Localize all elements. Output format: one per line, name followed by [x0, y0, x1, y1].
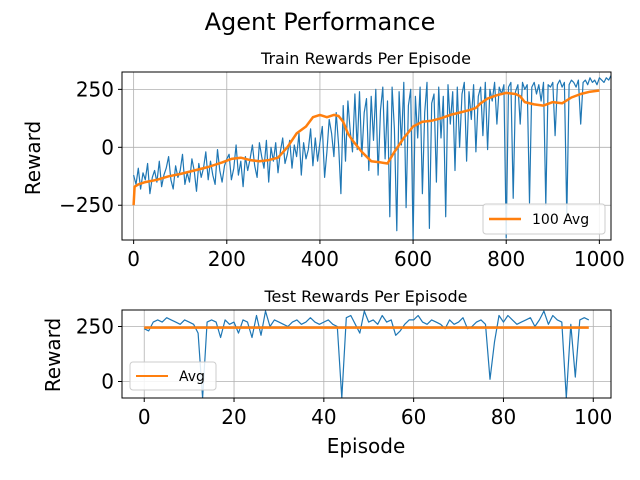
- test-x-tick-label: 60: [401, 405, 426, 429]
- test-panel: Test Rewards Per Episode Reward Episode …: [41, 287, 612, 458]
- train-panel: Train Rewards Per Episode Reward 0 200 400…: [21, 49, 625, 271]
- train-raw-reward-line: [133, 75, 611, 240]
- train-legend-label: 100 Avg: [532, 212, 589, 228]
- train-x-tick-label: 600: [394, 247, 432, 271]
- train-y-tick-label: 250: [76, 77, 114, 101]
- test-plot-frame: [121, 309, 612, 399]
- test-x-tick-label: 0: [138, 405, 151, 429]
- test-x-tick-label: 40: [311, 405, 336, 429]
- train-x-tick-label: 800: [487, 247, 525, 271]
- train-y-tick-label: 0: [101, 135, 114, 159]
- test-x-tick-label: 20: [221, 405, 246, 429]
- test-legend: Avg: [129, 361, 217, 391]
- train-y-tick-label: −250: [59, 193, 114, 217]
- test-x-tick-label: 80: [491, 405, 516, 429]
- train-ticks: 0 200 400 600 800 1000 250 0 −250: [59, 77, 625, 271]
- test-x-axis-label: Episode: [327, 434, 406, 458]
- test-chart-title: Test Rewards Per Episode: [263, 287, 467, 306]
- train-chart-title: Train Rewards Per Episode: [260, 49, 471, 68]
- train-x-tick-label: 1000: [574, 247, 625, 271]
- test-y-tick-label: 0: [101, 370, 114, 394]
- train-x-tick-label: 400: [301, 247, 339, 271]
- test-x-tick-label: 100: [574, 405, 612, 429]
- train-x-tick-label: 0: [127, 247, 140, 271]
- test-series: [143, 310, 590, 398]
- test-legend-label: Avg: [179, 369, 205, 385]
- train-plot-frame: [121, 71, 612, 241]
- test-legend-box: [129, 361, 217, 391]
- test-y-axis-label: Reward: [41, 318, 65, 392]
- train-y-axis-label: Reward: [21, 121, 45, 195]
- test-ticks: 0 20 40 60 80 100 250 0: [76, 315, 613, 430]
- test-y-tick-label: 250: [76, 315, 114, 339]
- test-raw-reward-line: [143, 310, 590, 398]
- train-avg-line: [132, 89, 600, 206]
- train-legend-box: [482, 203, 606, 235]
- train-x-tick-label: 200: [208, 247, 246, 271]
- figure-suptitle: Agent Performance: [205, 8, 436, 36]
- train-series: [132, 75, 611, 240]
- train-legend: 100 Avg: [482, 203, 606, 235]
